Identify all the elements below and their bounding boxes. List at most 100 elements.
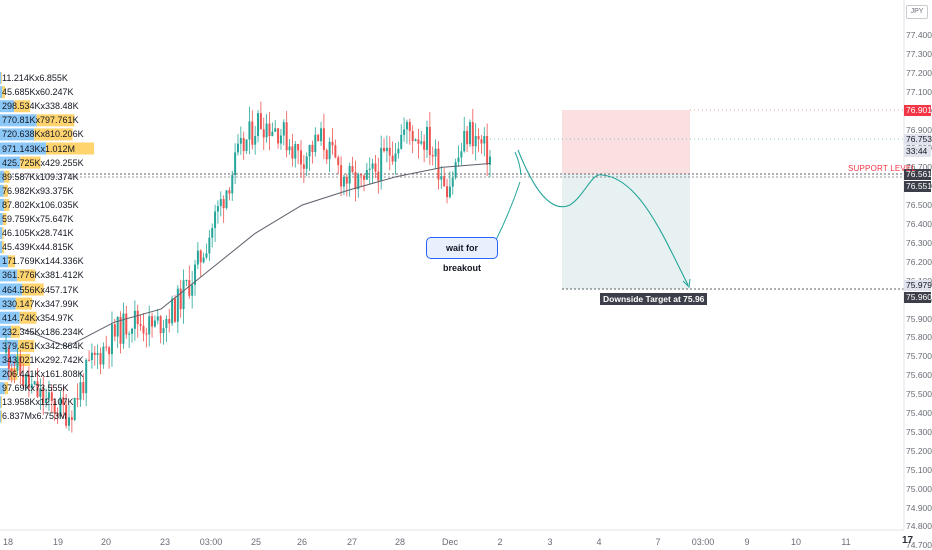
- candle-body: [119, 317, 122, 344]
- candle-body: [317, 134, 320, 142]
- volume-profile-down-bar: [22, 283, 44, 296]
- candle-body: [191, 284, 194, 296]
- volume-profile-label: 45.685Kx60.247K: [2, 87, 74, 98]
- volume-profile-up-bar: [0, 410, 1, 423]
- volume-profile-down-bar: [36, 114, 75, 127]
- candle-body: [483, 135, 486, 144]
- candle-body: [148, 316, 151, 335]
- candle-body: [33, 381, 36, 385]
- support-price-tag-b: 76.551: [904, 181, 932, 192]
- candle-body: [408, 121, 411, 132]
- volume-profile-down-bar: [2, 213, 7, 225]
- candle-body: [27, 374, 30, 389]
- volume-profile-down-bar: [14, 100, 31, 113]
- candle-body: [231, 175, 234, 194]
- candle-body: [448, 186, 451, 198]
- candle-body: [56, 413, 59, 417]
- candle-body: [219, 199, 222, 207]
- stop-loss-zone[interactable]: [562, 110, 690, 174]
- take-profit-zone[interactable]: [562, 174, 690, 289]
- price-tick-label: 75.700: [906, 351, 932, 362]
- volume-profile-down-bar: [17, 269, 36, 282]
- time-tick-label: 26: [296, 537, 308, 547]
- candle-body: [348, 166, 351, 184]
- candle-body: [360, 174, 363, 176]
- candle-body: [102, 346, 105, 365]
- price-tick-label: 76.200: [906, 256, 932, 267]
- volume-profile-label: 46.105Kx28.741K: [2, 228, 74, 239]
- tradingview-logo-icon[interactable]: 17: [902, 535, 914, 546]
- price-tick-label: 75.300: [906, 426, 932, 437]
- candle-body: [271, 131, 274, 137]
- candle-body: [277, 128, 280, 144]
- candle-body: [285, 122, 288, 151]
- candle-body: [113, 324, 116, 337]
- candle-body: [234, 152, 237, 176]
- volume-profile-down-bar: [3, 184, 9, 197]
- candle-body: [371, 163, 374, 169]
- downside-target-label[interactable]: Downside Target at 75.96: [600, 293, 708, 305]
- volume-profile-up-bar: [0, 241, 3, 254]
- candle-body: [216, 206, 219, 212]
- volume-profile-up-bar: [0, 311, 20, 324]
- candle-body: [173, 298, 176, 322]
- volume-profile-down-bar: [18, 339, 35, 352]
- volume-profile-down-bar: [4, 198, 10, 211]
- candle-body: [208, 237, 211, 254]
- projection-arrow-up: [494, 151, 522, 243]
- price-tick-label: 77.100: [906, 86, 932, 97]
- support-price-tag-a: 76.561: [904, 169, 932, 180]
- candle-body: [259, 113, 262, 130]
- candle-body: [110, 324, 113, 355]
- time-tick-label: 3: [547, 537, 553, 547]
- volume-profile-label: 45.439Kx44.815K: [2, 242, 74, 253]
- candle-body: [39, 388, 42, 397]
- volume-profile-label: 6.837Mx6.753M: [2, 411, 67, 422]
- candle-body: [328, 141, 331, 160]
- volume-profile-label: 76.982Kx93.375K: [2, 185, 74, 196]
- volume-profile-down-bar: [4, 382, 9, 395]
- volume-profile-up-bar: [0, 198, 5, 211]
- candle-body: [471, 122, 474, 147]
- volume-profile-down-bar: [2, 227, 4, 240]
- candle-body: [440, 176, 443, 180]
- moving-average-line: [19, 163, 491, 348]
- price-tick-label: 74.800: [906, 521, 932, 532]
- candle-body: [486, 135, 489, 165]
- currency-badge[interactable]: JPY: [906, 5, 928, 19]
- candle-body: [314, 134, 317, 153]
- candle-body: [262, 129, 265, 138]
- volume-profile-up-bar: [0, 297, 16, 310]
- candle-body: [205, 253, 208, 258]
- volume-profile-up-bar: [0, 100, 15, 113]
- volume-profile-up-bar: [0, 114, 37, 127]
- time-tick-label: 25: [250, 537, 262, 547]
- volume-profile-up-bar: [0, 170, 5, 183]
- candle-body: [19, 356, 22, 376]
- price-tick-label: 74.900: [906, 502, 932, 513]
- candle-body: [403, 129, 406, 135]
- candle-body: [214, 211, 217, 228]
- candle-body: [136, 310, 139, 325]
- time-tick-label: 11: [841, 537, 851, 547]
- volume-profile-up-bar: [0, 156, 21, 169]
- candle-body: [368, 168, 371, 170]
- candle-body: [362, 175, 365, 180]
- wait-for-breakout-callout[interactable]: wait for breakout: [426, 237, 498, 273]
- candle-body: [411, 131, 414, 142]
- time-tick-label: Dec: [441, 537, 459, 547]
- candle-body: [397, 148, 400, 154]
- candle-body: [16, 356, 19, 371]
- candle-body: [282, 122, 285, 136]
- candle-body: [251, 121, 254, 145]
- candle-body: [345, 176, 348, 184]
- volume-profile-label: 59.759Kx75.647K: [2, 214, 74, 224]
- target-price-tag-a: 75.979: [904, 280, 932, 291]
- candle-body: [153, 320, 156, 327]
- volume-profile-down-bar: [1, 410, 2, 423]
- candle-body: [10, 368, 13, 371]
- price-tick-label: 77.200: [906, 67, 932, 78]
- candle-body: [302, 164, 305, 169]
- volume-profile-label: 971.143Kx1.012M: [2, 143, 76, 154]
